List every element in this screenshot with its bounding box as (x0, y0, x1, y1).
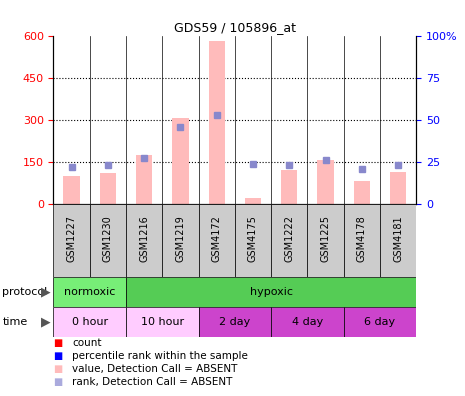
Bar (126, 204, 162, 277)
Text: protocol: protocol (2, 287, 47, 297)
Text: normoxic: normoxic (64, 287, 115, 297)
Bar (53, 277, 126, 307)
Bar (307, 204, 344, 277)
Bar (271, 204, 307, 277)
Text: 10 hour: 10 hour (141, 317, 184, 327)
Text: GSM4181: GSM4181 (393, 215, 403, 261)
Text: ■: ■ (53, 364, 63, 374)
Text: GSM4178: GSM4178 (357, 215, 367, 262)
Text: GSM1225: GSM1225 (320, 215, 331, 262)
Text: GSM1230: GSM1230 (103, 215, 113, 262)
Bar (172, 118, 189, 204)
Text: GSM1219: GSM1219 (175, 215, 186, 262)
Bar (126, 277, 416, 307)
Text: GSM1227: GSM1227 (66, 215, 77, 262)
Text: ▶: ▶ (41, 286, 51, 299)
Bar (126, 307, 199, 337)
Text: GSM4172: GSM4172 (212, 215, 222, 262)
Text: hypoxic: hypoxic (250, 287, 292, 297)
Bar (281, 170, 298, 204)
Text: 4 day: 4 day (292, 317, 323, 327)
Text: rank, Detection Call = ABSENT: rank, Detection Call = ABSENT (72, 377, 232, 387)
Text: GSM1216: GSM1216 (139, 215, 149, 262)
Bar (162, 204, 199, 277)
Bar (53, 307, 126, 337)
Text: ■: ■ (53, 337, 63, 348)
Bar (90, 204, 126, 277)
Text: 2 day: 2 day (219, 317, 251, 327)
Text: 6 day: 6 day (365, 317, 395, 327)
Bar (199, 307, 271, 337)
Text: value, Detection Call = ABSENT: value, Detection Call = ABSENT (72, 364, 238, 374)
Text: 0 hour: 0 hour (72, 317, 108, 327)
Bar (380, 204, 416, 277)
Bar (100, 173, 116, 204)
Bar (271, 307, 344, 337)
Bar (199, 204, 235, 277)
Text: ■: ■ (53, 377, 63, 387)
Text: time: time (2, 317, 27, 327)
Bar (136, 155, 153, 204)
Bar (235, 204, 271, 277)
Text: count: count (72, 337, 101, 348)
Text: percentile rank within the sample: percentile rank within the sample (72, 350, 248, 361)
Bar (317, 160, 334, 204)
Bar (53, 204, 90, 277)
Text: GSM1222: GSM1222 (284, 215, 294, 262)
Bar (344, 204, 380, 277)
Bar (344, 307, 416, 337)
Bar (390, 172, 406, 204)
Bar (63, 176, 80, 204)
Bar (353, 181, 370, 204)
Title: GDS59 / 105896_at: GDS59 / 105896_at (174, 21, 296, 34)
Bar (208, 41, 225, 204)
Text: GSM4175: GSM4175 (248, 215, 258, 262)
Text: ▶: ▶ (41, 315, 51, 328)
Bar (245, 198, 261, 204)
Text: ■: ■ (53, 350, 63, 361)
